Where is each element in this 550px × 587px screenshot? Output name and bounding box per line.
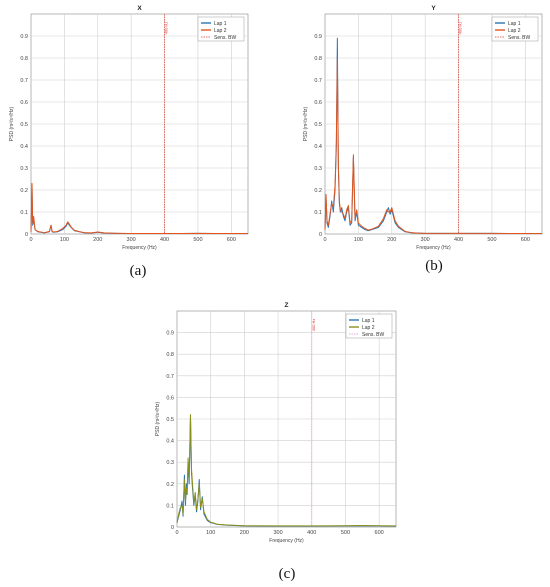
chart-title: X — [137, 5, 142, 12]
legend-label: Lap 1 — [508, 21, 521, 27]
y-tick-label: 0.6 — [166, 395, 174, 401]
x-tick-label: 500 — [193, 237, 202, 243]
legend-label: Lap 2 — [508, 28, 521, 34]
y-tick-label: 0.2 — [20, 188, 28, 194]
sens-bw-label: 400 Hz — [458, 22, 463, 35]
legend-box — [345, 313, 393, 339]
legend-label: Sens. BW — [362, 332, 385, 338]
y-tick-label: 0.3 — [166, 460, 174, 466]
chart-title: Y — [431, 5, 436, 12]
x-tick-label: 400 — [160, 237, 169, 243]
x-tick-label: 100 — [354, 237, 363, 243]
chart-title: Z — [285, 302, 289, 309]
y-tick-label: 0.3 — [20, 166, 28, 172]
y-tick-label: 0.7 — [20, 78, 28, 84]
x-axis-label: Frequency (Hz) — [122, 245, 157, 251]
legend-box — [491, 16, 539, 42]
series-line-2 — [30, 182, 248, 235]
legend-label: Sens. BW — [214, 35, 237, 41]
y-tick-label: 0.6 — [314, 100, 322, 106]
x-tick-label: 600 — [227, 237, 236, 243]
y-tick-label: 0.6 — [20, 100, 28, 106]
y-tick-label: 0.4 — [314, 144, 322, 150]
x-tick-label: 200 — [93, 237, 102, 243]
sens-bw-label: 400 Hz — [164, 22, 169, 35]
y-tick-label: 0.9 — [314, 34, 322, 40]
sens-bw-label: 400 Hz — [311, 319, 316, 332]
series-line-2 — [324, 57, 542, 235]
x-tick-label: 100 — [206, 530, 215, 536]
y-tick-label: 0 — [319, 232, 322, 238]
y-tick-label: 0.4 — [20, 144, 28, 150]
x-tick-label: 500 — [487, 237, 496, 243]
series-line-2 — [176, 414, 397, 527]
x-tick-label: 200 — [240, 530, 249, 536]
panel-caption: (a) — [130, 263, 147, 279]
legend-label: Lap 1 — [214, 21, 227, 27]
y-tick-label: 0.7 — [314, 78, 322, 84]
x-tick-label: 400 — [454, 237, 463, 243]
x-axis-label: Frequency (Hz) — [416, 245, 451, 251]
chart-panel-c: 0 100 200 300 400 500 600 0 0.1 0.2 0.3 0.4 0.5 0.6 0.… — [155, 302, 397, 544]
panel-caption: (b) — [425, 258, 443, 274]
legend-label: Lap 2 — [362, 325, 375, 331]
y-axis-label: PSD (m²/s⁴/Hz) — [155, 401, 161, 436]
legend-box — [197, 16, 245, 42]
y-tick-label: 0.3 — [314, 166, 322, 172]
y-tick-label: 0.1 — [20, 210, 28, 216]
y-tick-label: 0.5 — [20, 122, 28, 128]
x-tick-label: 0 — [175, 530, 178, 536]
chart-panel-a: 0 100 200 300 400 500 600 0 0.1 0.2 0.3 0.4 0.5 0.6 0.… — [9, 5, 249, 251]
x-tick-label: 200 — [387, 237, 396, 243]
x-axis-label: Frequency (Hz) — [269, 538, 304, 544]
panel-caption: (c) — [279, 566, 296, 582]
legend-label: Sens. BW — [508, 35, 531, 41]
y-tick-label: 0.7 — [166, 374, 174, 380]
y-tick-label: 0.5 — [166, 417, 174, 423]
y-tick-label: 0.4 — [166, 439, 174, 445]
y-tick-label: 0.8 — [166, 352, 174, 358]
x-tick-label: 600 — [375, 530, 384, 536]
x-tick-label: 0 — [29, 237, 32, 243]
y-tick-label: 0 — [171, 525, 174, 531]
y-tick-label: 0.2 — [166, 482, 174, 488]
x-tick-label: 400 — [307, 530, 316, 536]
legend-label: Lap 2 — [214, 28, 227, 34]
y-tick-label: 0.8 — [20, 56, 28, 62]
y-tick-label: 0.2 — [314, 188, 322, 194]
legend-label: Lap 1 — [362, 318, 375, 324]
x-tick-label: 300 — [127, 237, 136, 243]
y-tick-label: 0.9 — [20, 34, 28, 40]
y-tick-label: 0.1 — [314, 210, 322, 216]
x-tick-label: 300 — [421, 237, 430, 243]
x-tick-label: 100 — [60, 237, 69, 243]
y-axis-label: PSD (m²/s⁴/Hz) — [303, 106, 309, 141]
x-tick-label: 300 — [273, 530, 282, 536]
y-tick-label: 0.5 — [314, 122, 322, 128]
y-tick-label: 0.9 — [166, 331, 174, 337]
chart-panel-b: 0 100 200 300 400 500 600 0 0.1 0.2 0.3 0.4 0.5 0.6 0.… — [303, 5, 543, 251]
x-tick-label: 600 — [521, 237, 530, 243]
x-tick-label: 500 — [341, 530, 350, 536]
y-tick-label: 0 — [25, 232, 28, 238]
y-axis-label: PSD (m²/s⁴/Hz) — [9, 106, 15, 141]
y-tick-label: 0.1 — [166, 503, 174, 509]
y-tick-label: 0.8 — [314, 56, 322, 62]
x-tick-label: 0 — [323, 237, 326, 243]
